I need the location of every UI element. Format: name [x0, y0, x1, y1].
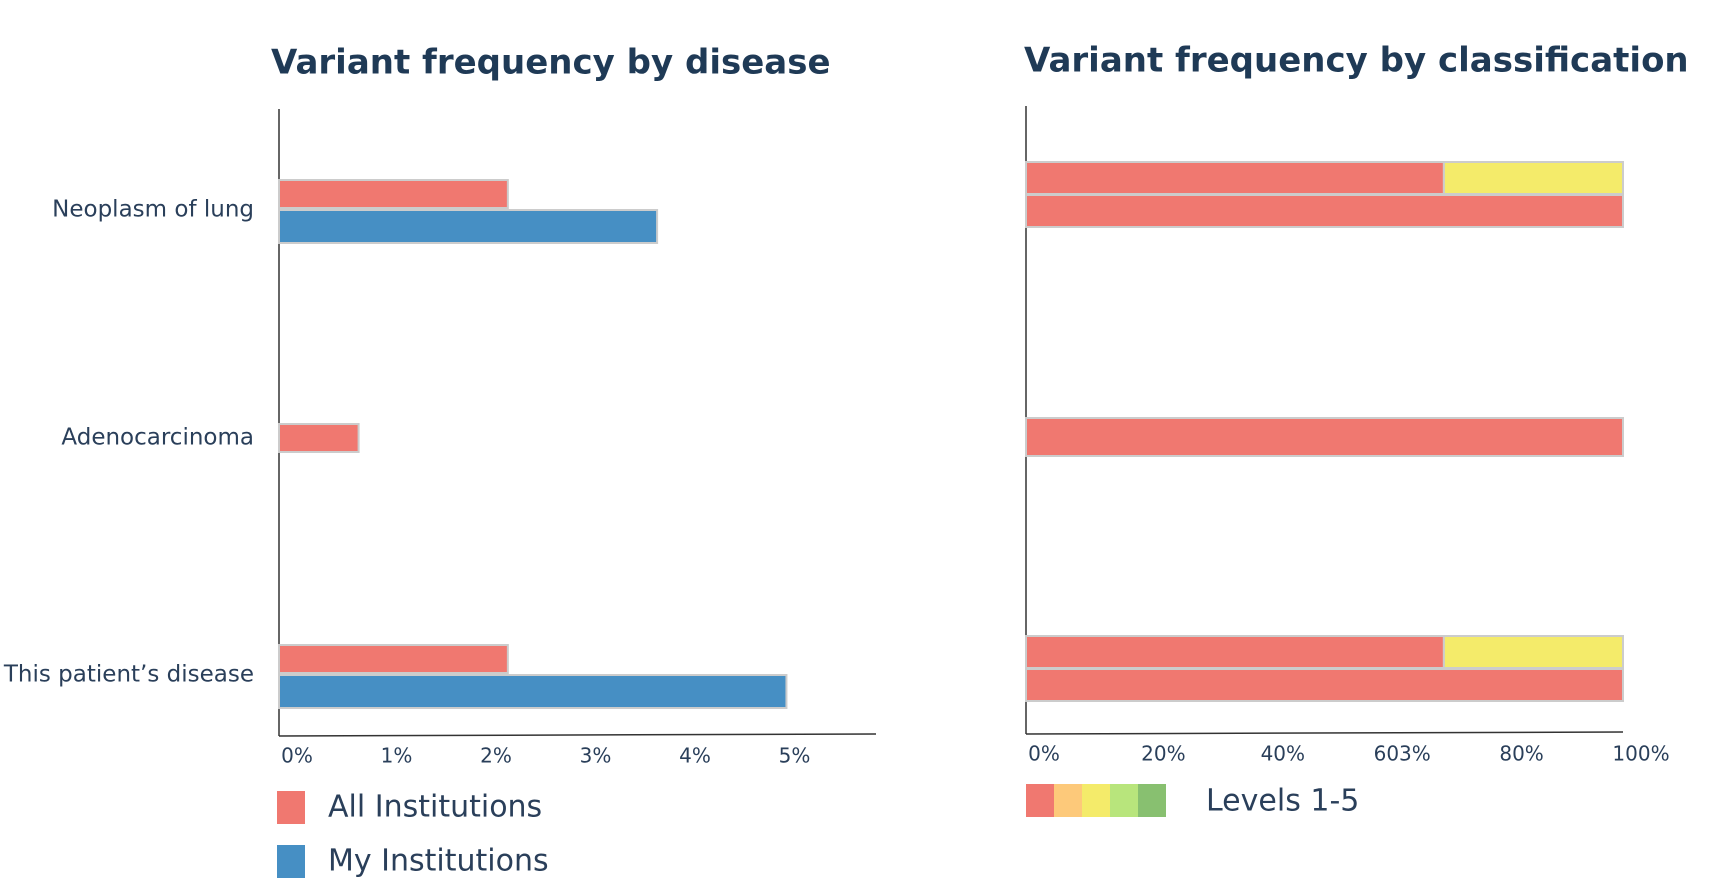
- legend-swatch: [1054, 784, 1082, 817]
- bar: [278, 179, 509, 209]
- bar-segment: [1025, 194, 1624, 228]
- bar: [278, 674, 788, 709]
- x-tick-label: 2%: [480, 744, 512, 768]
- x-axis: [278, 733, 877, 737]
- legend-swatch: [1026, 784, 1054, 817]
- bar-segment: [1025, 635, 1445, 669]
- x-axis: [1025, 731, 1624, 735]
- x-tick-label: 603%: [1374, 742, 1431, 766]
- x-tick-label: 0%: [1028, 742, 1060, 766]
- x-tick-label: 5%: [779, 744, 811, 768]
- bar: [278, 209, 659, 244]
- chart-title: Variant frequency by disease: [271, 43, 831, 83]
- chart-title: Variant frequency by classification: [1024, 41, 1689, 81]
- legend-label: My Institutions: [328, 844, 549, 879]
- bar: [278, 423, 360, 453]
- x-tick-label: 40%: [1261, 742, 1305, 766]
- legend-label: Levels 1-5: [1206, 784, 1359, 819]
- x-tick-label: 1%: [381, 744, 413, 768]
- legend-label: All Institutions: [328, 790, 542, 825]
- bar-segment: [1025, 417, 1624, 457]
- x-tick-label: 0%: [281, 744, 313, 768]
- x-tick-label: 4%: [679, 744, 711, 768]
- y-tick-label: Adenocarcinoma: [61, 425, 254, 451]
- bar: [278, 644, 509, 674]
- x-tick-label: 80%: [1499, 742, 1543, 766]
- y-tick-label: This patient’s disease: [3, 662, 254, 688]
- bar-segment: [1025, 668, 1624, 702]
- bar-segment: [1442, 161, 1625, 195]
- x-tick-label: 100%: [1612, 742, 1669, 766]
- x-tick-label: 3%: [580, 744, 612, 768]
- legend-swatch: [277, 791, 305, 824]
- y-tick-label: Neoplasm of lung: [52, 197, 254, 223]
- bar-segment: [1442, 635, 1625, 669]
- bar-segment: [1025, 161, 1445, 195]
- x-tick-label: 20%: [1141, 742, 1185, 766]
- legend-swatch: [1110, 784, 1138, 817]
- legend-swatch: [1082, 784, 1110, 817]
- legend-swatch: [1138, 784, 1166, 817]
- legend-swatch: [277, 845, 305, 878]
